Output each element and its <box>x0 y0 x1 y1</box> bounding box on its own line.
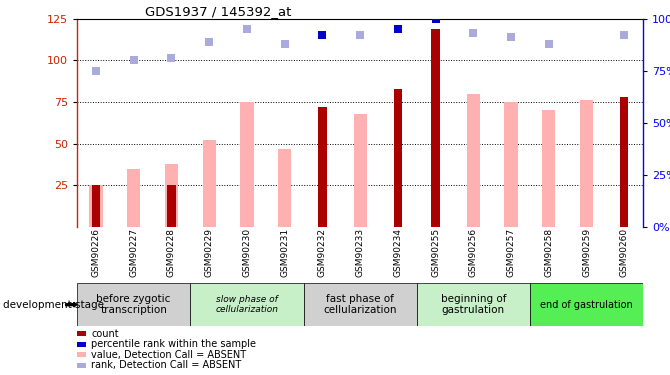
Bar <box>190 283 304 326</box>
Text: development stage: development stage <box>3 300 105 310</box>
Bar <box>530 283 643 326</box>
Bar <box>318 107 326 227</box>
Text: value, Detection Call = ABSENT: value, Detection Call = ABSENT <box>91 350 247 360</box>
Bar <box>92 185 100 227</box>
Text: fast phase of
cellularization: fast phase of cellularization <box>324 294 397 315</box>
Bar <box>127 169 140 227</box>
Bar <box>417 283 530 326</box>
Bar <box>354 114 366 227</box>
Bar <box>165 164 178 227</box>
Text: slow phase of
cellularization: slow phase of cellularization <box>215 295 279 314</box>
Bar <box>202 140 216 227</box>
Bar <box>431 29 440 227</box>
Bar <box>467 94 480 227</box>
Bar <box>278 148 291 227</box>
Bar <box>168 185 176 227</box>
Text: before zygotic
transcription: before zygotic transcription <box>96 294 171 315</box>
Bar <box>542 110 555 227</box>
Text: beginning of
gastrulation: beginning of gastrulation <box>441 294 506 315</box>
Text: GDS1937 / 145392_at: GDS1937 / 145392_at <box>145 4 291 18</box>
Text: rank, Detection Call = ABSENT: rank, Detection Call = ABSENT <box>91 360 241 370</box>
Bar <box>77 283 190 326</box>
Bar <box>241 102 253 227</box>
Text: end of gastrulation: end of gastrulation <box>540 300 633 310</box>
Bar <box>580 100 593 227</box>
Bar <box>620 97 628 227</box>
Bar <box>394 88 402 227</box>
Bar <box>304 283 417 326</box>
Bar <box>505 102 518 227</box>
Bar <box>89 185 103 227</box>
Text: count: count <box>91 329 119 339</box>
Text: percentile rank within the sample: percentile rank within the sample <box>91 339 256 349</box>
